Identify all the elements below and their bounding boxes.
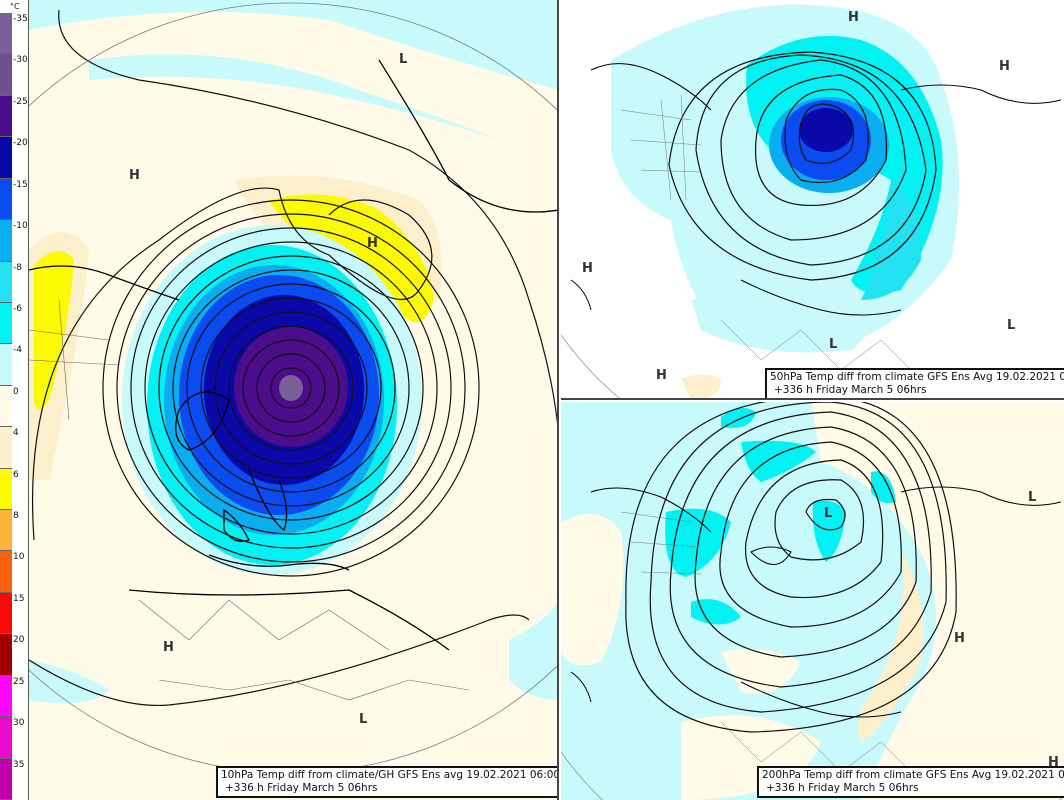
caption-title: 50hPa Temp diff from climate GFS Ens Avg… [770,371,1064,383]
legend-bin [0,758,12,800]
map-10hpa-graphic [29,0,557,800]
legend-bin [0,13,12,55]
legend-bin [0,54,12,96]
legend-tick-label: 25 [13,676,25,687]
legend-unit: °C [10,2,20,11]
legend-tick-label: 35 [13,759,25,770]
legend-bin [0,551,12,593]
legend-bin [0,427,12,469]
low-pressure-label: L [359,712,368,727]
legend-bin [0,385,12,428]
high-pressure-label: H [954,631,965,646]
legend-tick-label: 30 [13,718,25,729]
legend-bin [0,634,12,676]
legend-tick-label: 4 [13,428,19,439]
high-pressure-label: H [656,368,667,383]
legend-bin [0,592,12,635]
legend-tick-label: -15 [13,179,28,190]
high-pressure-label: H [129,168,140,183]
legend-bin [0,468,12,511]
legend-tick-label: -30 [13,55,28,66]
low-pressure-label: L [1028,490,1037,505]
legend-tick-label: 20 [13,635,25,646]
caption-forecast-time: +336 h Friday March 5 06hrs [774,384,927,396]
map-panel-50hpa: H H H L L H 50hPa Temp diff from climate GFS … [561,0,1064,400]
low-pressure-label: L [1007,318,1016,333]
legend-tick-label: -20 [13,138,28,149]
high-pressure-label: H [163,640,174,655]
map-200hpa-graphic [561,402,1064,800]
legend-tick-label: 8 [13,511,19,522]
low-pressure-label: L [399,52,408,67]
caption-title: 200hPa Temp diff from climate GFS Ens Av… [762,769,1064,781]
high-pressure-label: H [1048,755,1059,770]
low-pressure-label: L [824,506,833,521]
low-pressure-label: L [829,337,838,352]
map-panel-10hpa: H H L H L 10hPa Temp diff from climate/GH GF… [29,0,559,800]
legend-bin [0,510,12,552]
map-panel-200hpa: L H L H 200hPa Temp diff from climate GFS E… [561,402,1064,800]
map-caption-50hpa: 50hPa Temp diff from climate GFS Ens Avg… [765,368,1064,398]
caption-title: 10hPa Temp diff from climate/GH GFS Ens … [221,769,559,781]
legend-bin [0,344,12,386]
legend-tick-label: -25 [13,96,28,107]
map-50hpa-graphic [561,0,1064,398]
map-caption-10hpa: 10hPa Temp diff from climate/GH GFS Ens … [216,766,559,798]
legend-bin [0,95,12,138]
temperature-legend: °C -35 -30 -25 -20 -15 -10 -8 -6 -4 0 4 6 8 10 15 20 25 3… [0,0,29,800]
legend-tick-label: -8 [13,262,22,273]
legend-bin [0,178,12,221]
legend-bin [0,717,12,759]
legend-tick-label: -6 [13,303,22,314]
high-pressure-label: H [999,59,1010,74]
legend-bin [0,220,12,262]
caption-forecast-time: +336 h Friday March 5 06hrs [766,782,919,794]
legend-tick-label: 0 [13,386,19,397]
legend-tick-label: -4 [13,345,22,356]
legend-tick-label: 6 [13,469,19,480]
high-pressure-label: H [582,261,593,276]
legend-tick-label: 10 [13,552,25,563]
legend-tick-label: -10 [13,221,28,232]
high-pressure-label: H [848,10,859,25]
legend-tick-label: -35 [13,14,28,24]
high-pressure-label: H [367,236,378,251]
legend-bin [0,302,12,345]
legend-bin [0,137,12,179]
legend-tick-label: 15 [13,593,25,604]
legend-bin [0,261,12,303]
caption-forecast-time: +336 h Friday March 5 06hrs [225,782,378,794]
map-caption-200hpa: 200hPa Temp diff from climate GFS Ens Av… [757,766,1064,798]
legend-bin [0,675,12,718]
